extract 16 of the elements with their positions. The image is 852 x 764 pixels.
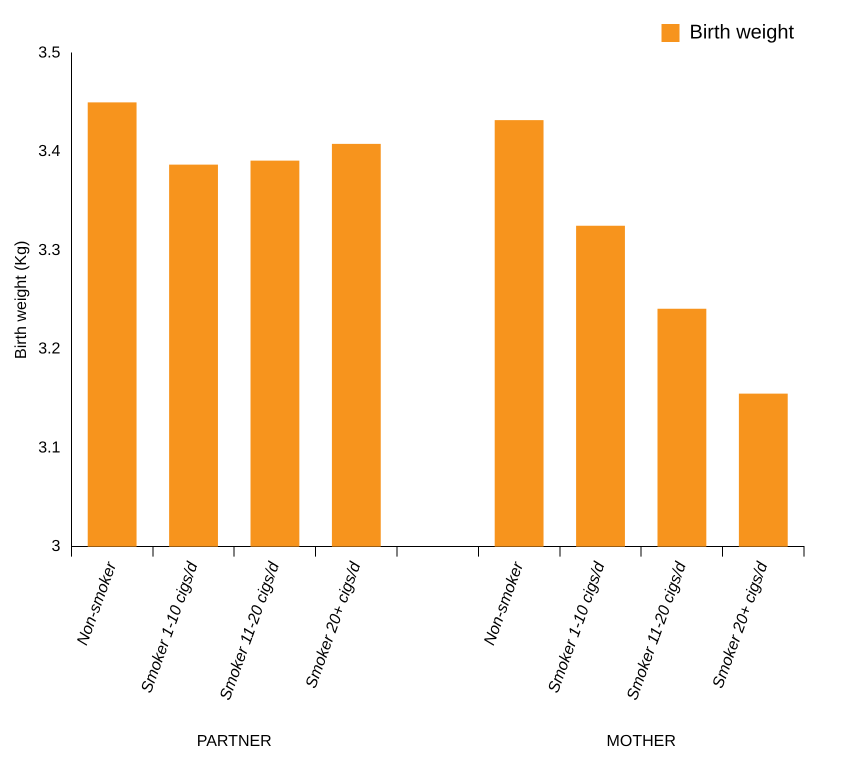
x-tick-label: Smoker 11-20 cigs/d: [217, 558, 284, 702]
y-tick-label: 3.5: [38, 44, 61, 62]
x-tick-label: Smoker 20+ cigs/d: [710, 558, 772, 691]
y-tick-label: 3.4: [38, 143, 61, 160]
y-tick-label: 3.1: [38, 439, 61, 456]
x-tick-label: Smoker 20+ cigs/d: [302, 558, 365, 691]
x-tick-label: Smoker 1-10 cigs/d: [138, 558, 202, 696]
text: MOTHER: [606, 733, 676, 750]
legend-label: Birth weight: [690, 22, 794, 44]
y-axis-title: Birth weight (Kg): [13, 240, 30, 359]
text: PARTNER: [196, 733, 272, 750]
y-tick-label: 3.2: [38, 340, 61, 358]
y-tick-label: 3: [52, 538, 61, 556]
x-tick-label: Smoker 1-10 cigs/d: [545, 558, 609, 696]
y-tick-label: 3.3: [38, 242, 61, 259]
x-tick-label: Smoker 11-20 cigs/d: [624, 558, 690, 702]
